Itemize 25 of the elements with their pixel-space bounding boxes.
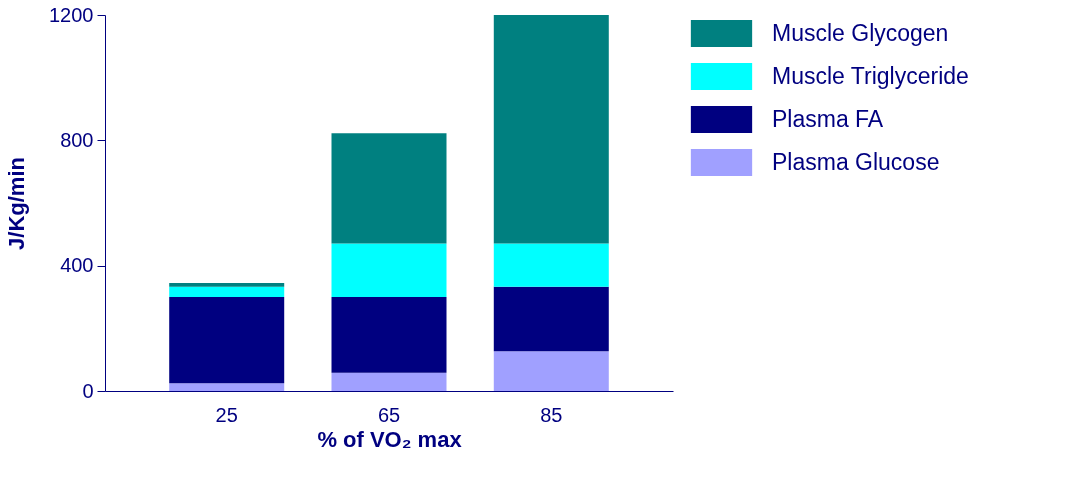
bar <box>493 351 609 391</box>
bar <box>169 282 285 287</box>
legend-label: Plasma FA <box>772 105 884 132</box>
legend-label: Plasma Glucose <box>772 148 940 175</box>
bar <box>169 297 285 384</box>
bar <box>493 243 609 287</box>
bar <box>169 383 285 391</box>
bar <box>169 286 285 297</box>
x-tick-label: 85 <box>540 403 563 426</box>
bar <box>331 297 447 373</box>
y-tick-label: 800 <box>60 128 94 151</box>
x-tick-label: 25 <box>215 403 238 426</box>
x-axis-title: % of VO₂ max <box>317 426 463 452</box>
y-axis-title: J/Kg/min <box>4 157 30 250</box>
bar <box>331 133 447 244</box>
y-tick-label: 400 <box>60 254 94 277</box>
legend-label: Muscle Glycogen <box>772 19 949 46</box>
bar <box>493 286 609 352</box>
bar <box>493 15 609 244</box>
bar <box>331 372 447 391</box>
bar <box>331 243 447 297</box>
legend-label: Muscle Triglyceride <box>772 62 969 89</box>
x-tick-label: 65 <box>377 403 401 426</box>
y-tick-label: 1200 <box>49 3 94 26</box>
y-tick-label: 0 <box>82 379 94 402</box>
